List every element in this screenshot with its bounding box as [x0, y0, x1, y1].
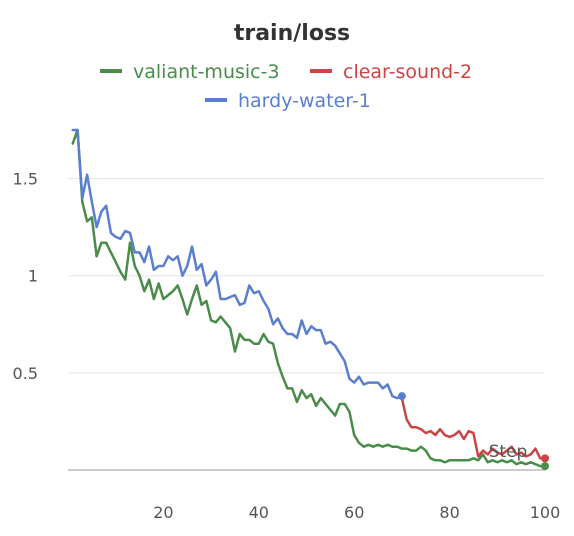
- x-tick-label-100: 100: [530, 503, 561, 522]
- x-tick-label-40: 40: [249, 503, 269, 522]
- x-tick-label-20: 20: [153, 503, 173, 522]
- y-axis-ticks: 0.5 1 1.5: [13, 170, 38, 383]
- series-line-hardy-water-1[interactable]: [73, 130, 402, 398]
- series-endpoint-clear-sound-2[interactable]: [541, 454, 549, 462]
- y-tick-label-1.5: 1.5: [13, 170, 38, 189]
- legend-label-hardy-water-1: hardy-water-1: [238, 90, 371, 112]
- legend-item-clear-sound-2[interactable]: clear-sound-2: [310, 61, 472, 83]
- legend-item-hardy-water-1[interactable]: hardy-water-1: [205, 90, 371, 112]
- legend-label-valiant-music-3: valiant-music-3: [133, 61, 280, 83]
- legend-label-clear-sound-2: clear-sound-2: [343, 61, 472, 83]
- chart-title: train/loss: [234, 21, 350, 46]
- series-layer: [73, 130, 549, 470]
- series-line-valiant-music-3[interactable]: [73, 130, 545, 466]
- x-tick-label-80: 80: [439, 503, 459, 522]
- series-endpoint-hardy-water-1[interactable]: [398, 392, 406, 400]
- series-endpoint-valiant-music-3[interactable]: [541, 462, 549, 470]
- x-axis-label: Step: [489, 442, 528, 462]
- y-tick-label-0.5: 0.5: [13, 364, 38, 383]
- legend-item-valiant-music-3[interactable]: valiant-music-3: [100, 61, 280, 83]
- y-tick-label-1: 1: [28, 267, 38, 286]
- legend: valiant-music-3 clear-sound-2 hardy-wate…: [100, 61, 472, 112]
- x-tick-label-60: 60: [344, 503, 364, 522]
- x-axis-ticks: 20 40 60 80 100: [153, 503, 560, 522]
